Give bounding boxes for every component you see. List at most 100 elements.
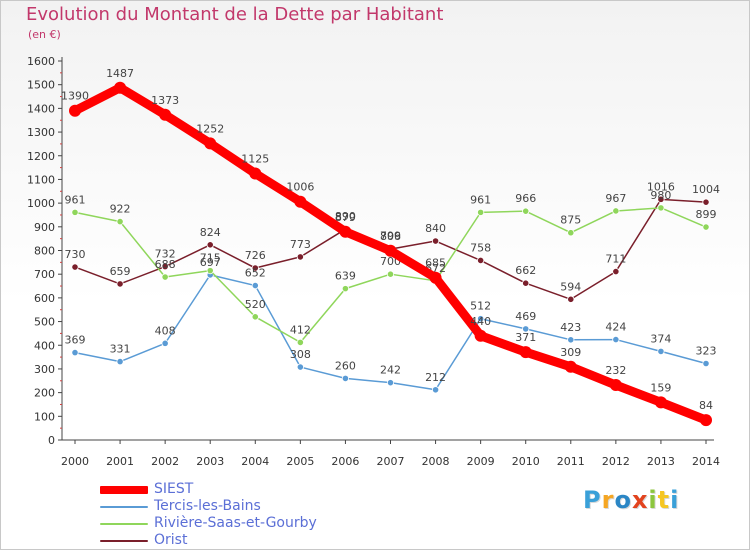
logo-letter: t xyxy=(657,486,671,514)
data-label-tercis-les-bains: 369 xyxy=(65,334,86,347)
y-tick-label: 500 xyxy=(34,316,55,329)
logo-letter: o xyxy=(614,486,632,514)
data-label-orist: 1004 xyxy=(692,183,720,196)
data-point-siest xyxy=(564,360,577,373)
data-point-siest xyxy=(474,329,487,342)
data-label-orist: 659 xyxy=(110,265,131,278)
data-point-riviere-saas-et-gourby xyxy=(612,207,620,215)
data-label-siest: 685 xyxy=(425,257,446,270)
logo-letter: i xyxy=(648,486,658,514)
data-label-siest: 1390 xyxy=(61,90,89,103)
data-label-tercis-les-bains: 308 xyxy=(290,348,311,361)
x-tick-label: 2011 xyxy=(557,455,585,468)
y-tick-label: 1300 xyxy=(27,126,55,139)
chart-unit: (en €) xyxy=(28,28,61,41)
data-label-riviere-saas-et-gourby: 966 xyxy=(515,192,536,205)
x-tick-label: 2014 xyxy=(692,455,720,468)
data-point-orist xyxy=(657,195,665,203)
data-label-riviere-saas-et-gourby: 520 xyxy=(245,298,266,311)
x-tick-label: 2009 xyxy=(467,455,495,468)
data-point-orist xyxy=(71,263,79,271)
x-tick-label: 2013 xyxy=(647,455,675,468)
y-tick-label: 1600 xyxy=(27,55,55,68)
data-point-orist xyxy=(206,241,214,249)
legend-swatch xyxy=(100,486,148,494)
data-point-riviere-saas-et-gourby xyxy=(251,313,259,321)
x-tick-label: 2000 xyxy=(61,455,89,468)
legend-label: Tercis-les-Bains xyxy=(154,498,261,514)
data-label-orist: 773 xyxy=(290,238,311,251)
data-label-siest: 1252 xyxy=(196,122,224,135)
legend-label: Rivière-Saas-et-Gourby xyxy=(154,515,317,531)
data-point-siest xyxy=(339,225,352,238)
legend-swatch xyxy=(100,506,148,508)
data-point-siest xyxy=(294,195,307,208)
data-point-siest xyxy=(204,137,217,150)
data-label-siest: 232 xyxy=(605,364,626,377)
data-point-riviere-saas-et-gourby xyxy=(116,218,124,226)
x-tick-label: 2012 xyxy=(602,455,630,468)
x-tick-label: 2004 xyxy=(241,455,269,468)
logo-letter: P xyxy=(583,486,602,514)
y-tick-label: 0 xyxy=(48,434,55,447)
data-label-tercis-les-bains: 323 xyxy=(696,344,717,357)
data-point-orist xyxy=(296,253,304,261)
y-tick-label: 700 xyxy=(34,268,55,281)
legend-label: Orist xyxy=(154,532,188,548)
data-label-tercis-les-bains: 242 xyxy=(380,364,401,377)
data-label-tercis-les-bains: 469 xyxy=(515,310,536,323)
data-label-siest: 879 xyxy=(335,211,356,224)
data-label-tercis-les-bains: 408 xyxy=(155,324,176,337)
data-label-riviere-saas-et-gourby: 922 xyxy=(110,203,131,216)
data-label-riviere-saas-et-gourby: 967 xyxy=(605,192,626,205)
data-point-orist xyxy=(522,279,530,287)
y-tick-label: 1400 xyxy=(27,102,55,115)
data-point-orist xyxy=(702,198,710,206)
data-point-tercis-les-bains xyxy=(251,281,259,290)
y-tick-label: 100 xyxy=(34,410,55,423)
data-label-orist: 890 xyxy=(335,210,356,223)
data-point-tercis-les-bains xyxy=(71,348,79,357)
y-tick-label: 1200 xyxy=(27,150,55,163)
y-tick-label: 1000 xyxy=(27,197,55,210)
data-label-orist: 758 xyxy=(470,241,491,254)
y-tick-label: 400 xyxy=(34,339,55,352)
data-label-riviere-saas-et-gourby: 961 xyxy=(65,193,86,206)
data-label-siest: 799 xyxy=(380,230,401,243)
x-tick-label: 2002 xyxy=(151,455,179,468)
legend-swatch xyxy=(100,540,148,542)
data-label-orist: 594 xyxy=(560,280,581,293)
data-point-riviere-saas-et-gourby xyxy=(71,208,79,216)
data-point-tercis-les-bains xyxy=(702,359,710,368)
data-label-riviere-saas-et-gourby: 875 xyxy=(560,214,581,227)
data-point-tercis-les-bains xyxy=(296,363,304,371)
x-tick-label: 2007 xyxy=(377,455,405,468)
chart-title: Evolution du Montant de la Dette par Hab… xyxy=(26,4,444,25)
data-point-tercis-les-bains xyxy=(657,347,665,356)
data-point-riviere-saas-et-gourby xyxy=(522,207,530,215)
data-point-tercis-les-bains xyxy=(341,374,350,383)
data-label-orist: 1016 xyxy=(647,180,675,193)
legend-swatch xyxy=(100,523,148,525)
data-point-tercis-les-bains xyxy=(431,386,440,394)
data-point-tercis-les-bains xyxy=(386,379,395,387)
data-point-orist xyxy=(116,280,124,288)
data-label-tercis-les-bains: 260 xyxy=(335,359,356,372)
data-point-orist xyxy=(251,264,259,272)
data-point-siest xyxy=(114,81,127,94)
data-label-riviere-saas-et-gourby: 639 xyxy=(335,270,356,283)
y-tick-label: 1100 xyxy=(27,173,55,186)
y-tick-label: 300 xyxy=(34,363,55,376)
data-point-riviere-saas-et-gourby xyxy=(341,285,350,293)
data-label-orist: 726 xyxy=(245,249,266,262)
data-point-orist xyxy=(567,295,575,303)
data-label-tercis-les-bains: 512 xyxy=(470,300,491,313)
data-label-riviere-saas-et-gourby: 899 xyxy=(696,208,717,221)
data-point-tercis-les-bains xyxy=(522,325,530,333)
data-label-riviere-saas-et-gourby: 961 xyxy=(470,193,491,206)
x-tick-label: 2001 xyxy=(106,455,134,468)
data-point-riviere-saas-et-gourby xyxy=(206,267,214,275)
data-label-siest: 1373 xyxy=(151,94,179,107)
data-point-orist xyxy=(477,256,485,265)
